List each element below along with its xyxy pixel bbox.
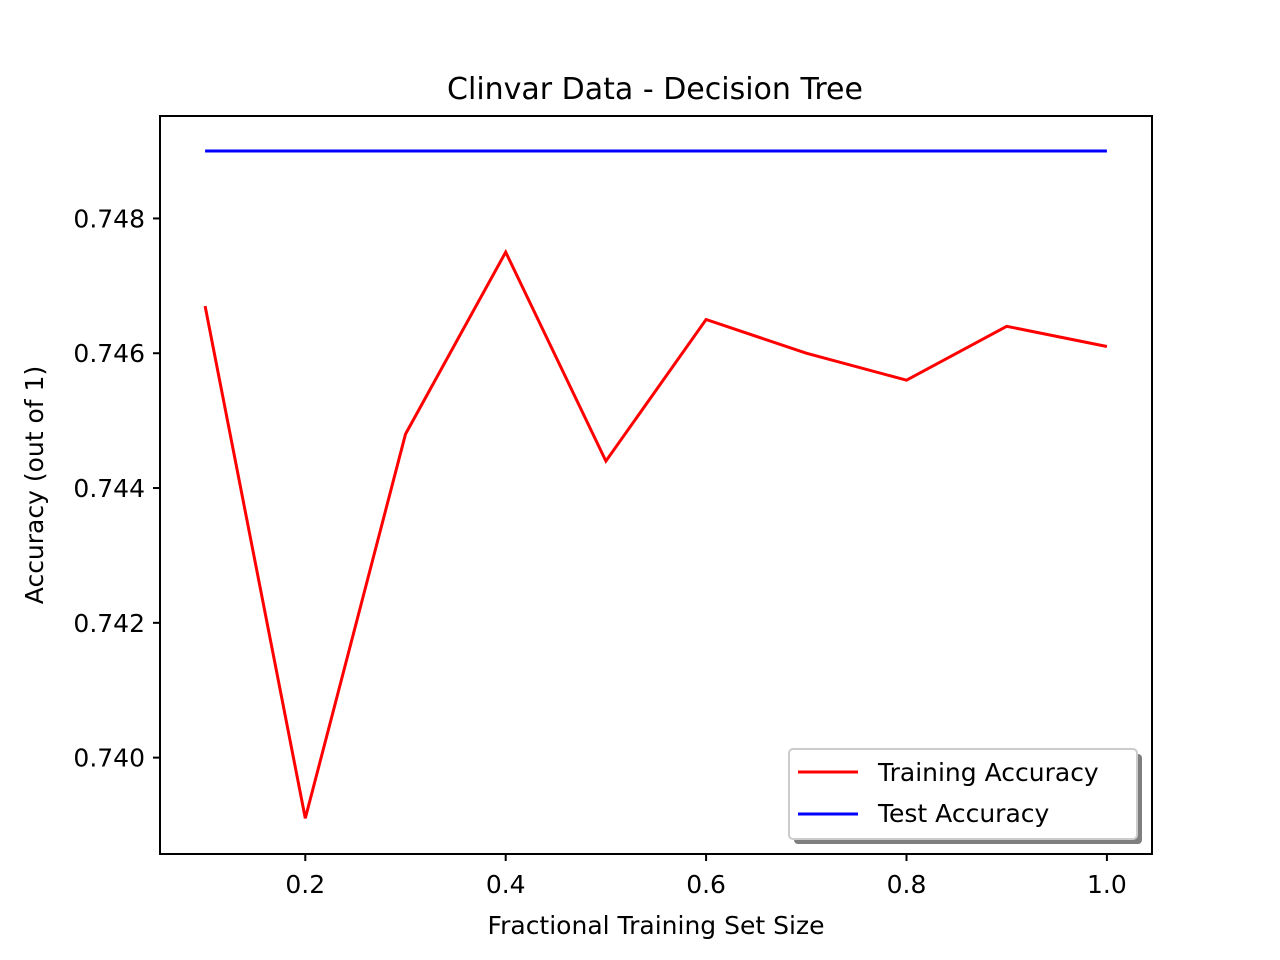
y-tick-label: 0.744 bbox=[73, 474, 145, 503]
x-axis-label: Fractional Training Set Size bbox=[488, 911, 825, 940]
legend-label-training: Training Accuracy bbox=[877, 758, 1099, 787]
y-tick-label: 0.746 bbox=[73, 339, 145, 368]
x-tick-label: 0.4 bbox=[486, 870, 526, 899]
y-tick-label: 0.740 bbox=[73, 744, 145, 773]
y-axis-ticks: 0.740 0.742 0.744 0.746 0.748 bbox=[73, 204, 160, 773]
series-line-training-accuracy bbox=[203, 248, 1108, 819]
plot-frame bbox=[159, 115, 1153, 855]
x-tick-label: 0.8 bbox=[887, 870, 927, 899]
y-tick-label: 0.742 bbox=[73, 609, 145, 638]
x-axis-ticks: 0.2 0.4 0.6 0.8 1.0 bbox=[285, 854, 1127, 899]
series-layer bbox=[203, 149, 1108, 819]
y-axis-label: Accuracy (out of 1) bbox=[20, 366, 49, 604]
legend-box bbox=[788, 748, 1138, 840]
x-tick-label: 0.6 bbox=[686, 870, 726, 899]
x-tick-label: 0.2 bbox=[285, 870, 325, 899]
chart-title: Clinvar Data - Decision Tree bbox=[447, 72, 863, 107]
x-tick-label: 1.0 bbox=[1087, 870, 1127, 899]
legend: Training Accuracy Test Accuracy bbox=[788, 748, 1142, 844]
legend-label-test: Test Accuracy bbox=[877, 799, 1050, 828]
y-tick-label: 0.748 bbox=[73, 204, 145, 233]
